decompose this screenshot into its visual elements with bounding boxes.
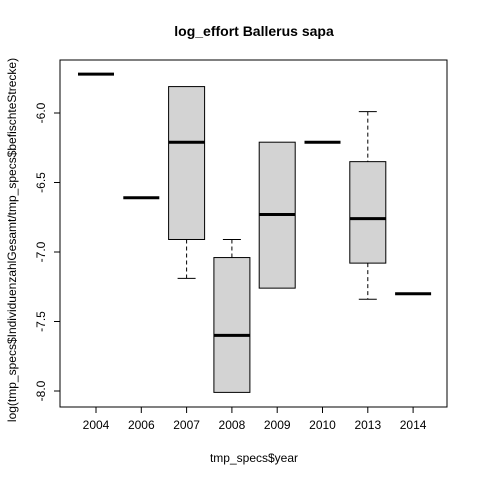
y-tick-label: -7.5 [34,311,48,332]
y-tick-label: -8.0 [34,380,48,401]
y-tick-label: -6.0 [34,102,48,123]
y-axis-label: log(tmp_specs$IndividuenzahlGesamt/tmp_s… [5,58,19,422]
box-body [349,161,387,264]
x-axis: 2004 2006 2007 2008 2009 2010 2013 2014 [83,406,427,432]
x-tick-label: 2010 [309,418,336,432]
x-tick-label: 2006 [128,418,155,432]
x-tick-label: 2008 [219,418,246,432]
y-axis: -6.0 -6.5 -7.0 -7.5 -8.0 [34,102,61,401]
box-2009 [258,141,296,289]
x-tick-label: 2013 [354,418,381,432]
box-2008 [213,238,251,393]
x-axis-label: tmp_specs$year [210,451,298,465]
box-2013 [349,111,387,300]
boxes-layer [78,72,432,393]
chart-title: log_effort Ballerus sapa [174,23,334,39]
x-tick-label: 2014 [400,418,427,432]
y-tick-label: -6.5 [34,172,48,193]
x-tick-label: 2004 [83,418,110,432]
x-tick-label: 2009 [264,418,291,432]
box-2007 [168,86,206,279]
box-body [213,257,251,393]
box-body [168,86,206,240]
x-tick-label: 2007 [173,418,200,432]
y-tick-label: -7.0 [34,241,48,262]
